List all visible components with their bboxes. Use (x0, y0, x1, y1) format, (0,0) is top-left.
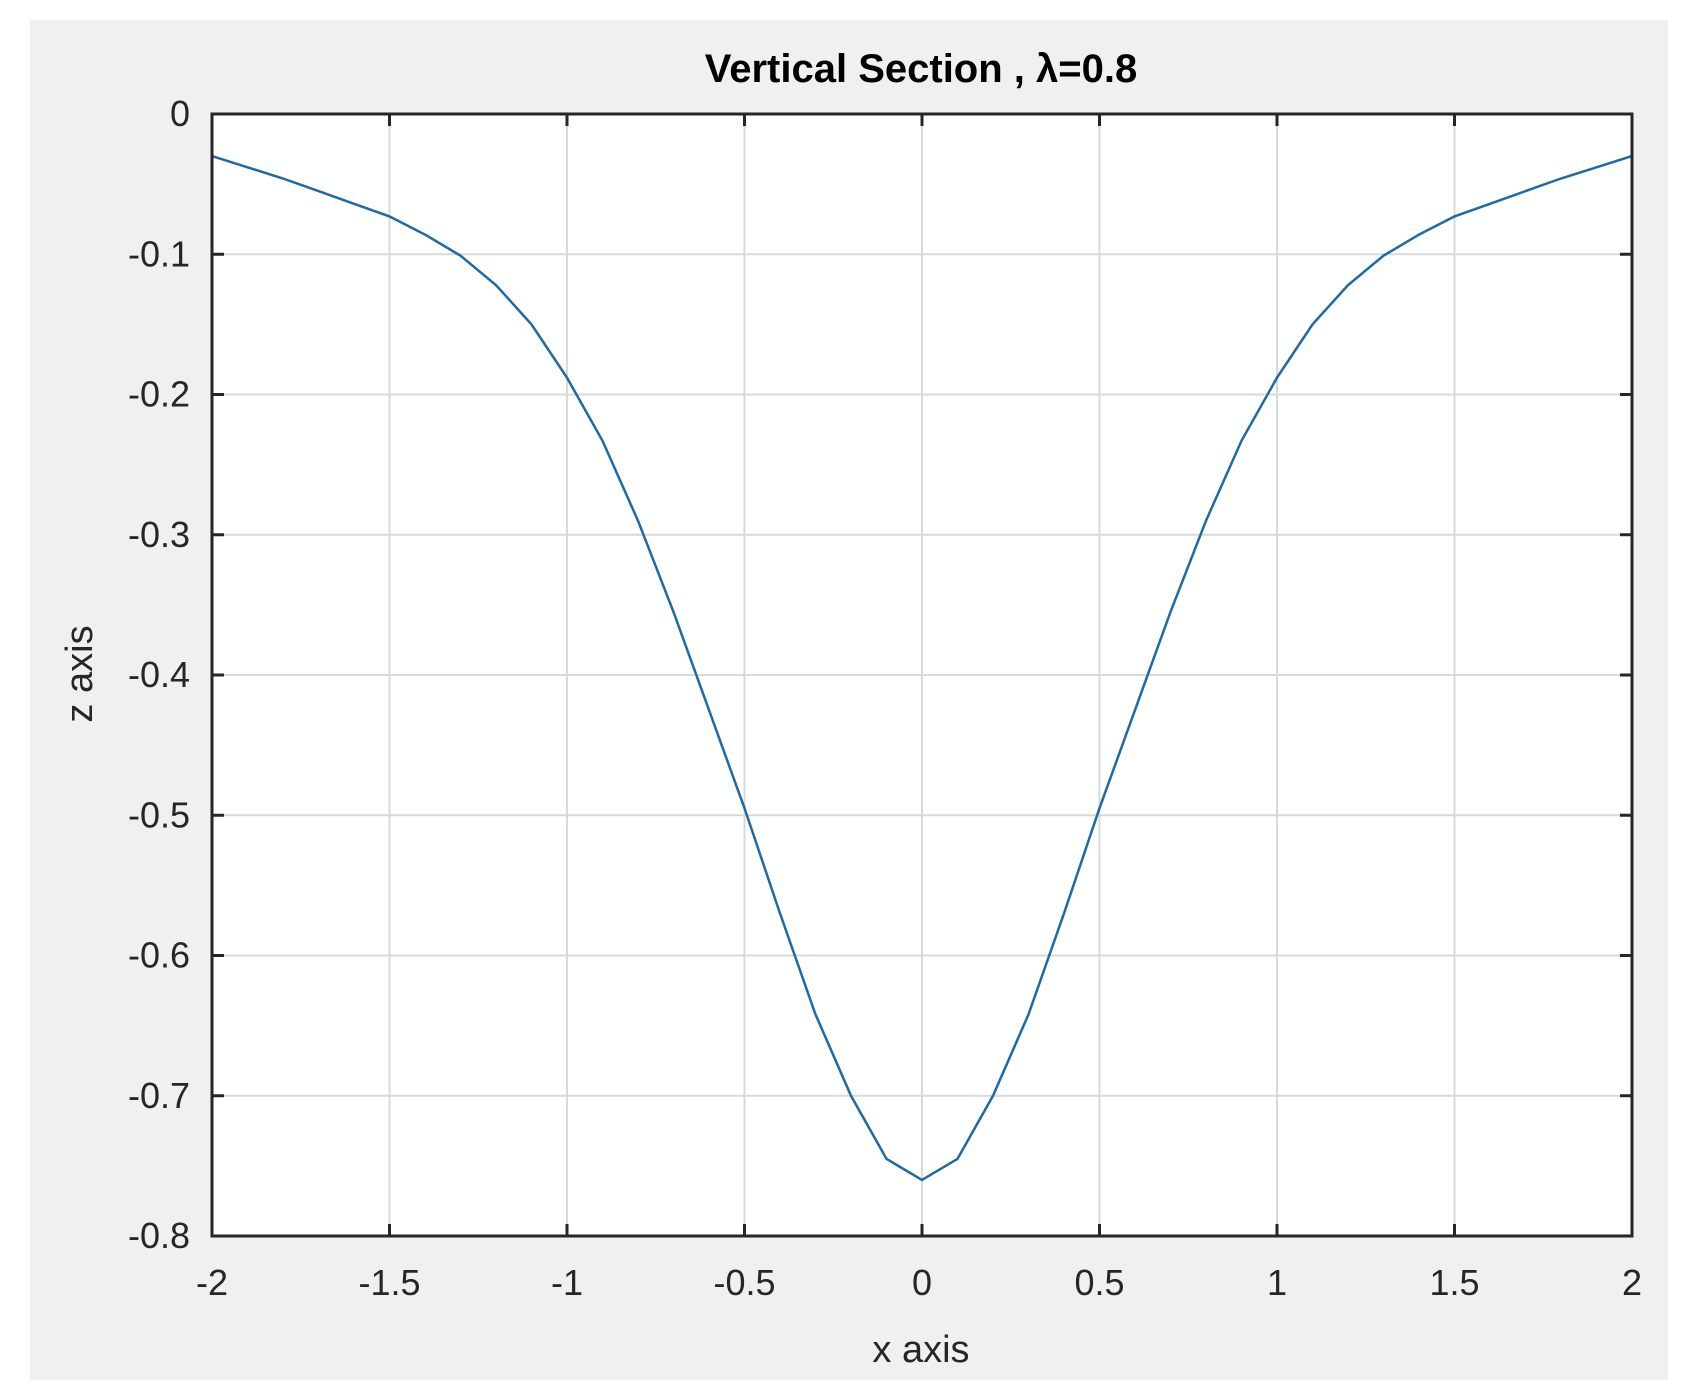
x-tick-label: 1.5 (1429, 1262, 1479, 1303)
y-tick-label: -0.1 (128, 233, 190, 274)
x-tick-label: -0.5 (713, 1262, 775, 1303)
y-tick-label: -0.6 (128, 935, 190, 976)
y-tick-label: -0.8 (128, 1215, 190, 1256)
x-axis-label: x axis (872, 1329, 969, 1371)
y-tick-labels: 0 -0.1 -0.2 -0.3 -0.4 -0.5 -0.6 -0.7 -0.8 (128, 93, 190, 1256)
data-line (211, 154, 1633, 1182)
y-tick-label: -0.5 (128, 794, 190, 835)
y-tick-label: -0.7 (128, 1075, 190, 1116)
x-tick-label: 0 (912, 1262, 932, 1303)
chart-title: Vertical Section , λ=0.8 (705, 47, 1137, 91)
x-tick-label: 1 (1267, 1262, 1287, 1303)
x-tick-label: -2 (196, 1262, 228, 1303)
y-tick-label: -0.2 (128, 374, 190, 415)
grid-lines-over (211, 113, 1633, 1237)
y-tick-label: -0.3 (128, 514, 190, 555)
x-tick-label: -1 (551, 1262, 583, 1303)
tick-marks (210, 112, 1634, 1238)
y-axis-label: z axis (59, 625, 101, 722)
x-tick-label: 0.5 (1074, 1262, 1124, 1303)
x-tick-label: 2 (1622, 1262, 1642, 1303)
x-tick-label: -1.5 (358, 1262, 420, 1303)
x-tick-labels: -2 -1.5 -1 -0.5 0 0.5 1 1.5 2 (196, 1262, 1642, 1303)
y-tick-label: -0.4 (128, 654, 190, 695)
y-tick-label: 0 (170, 93, 190, 134)
